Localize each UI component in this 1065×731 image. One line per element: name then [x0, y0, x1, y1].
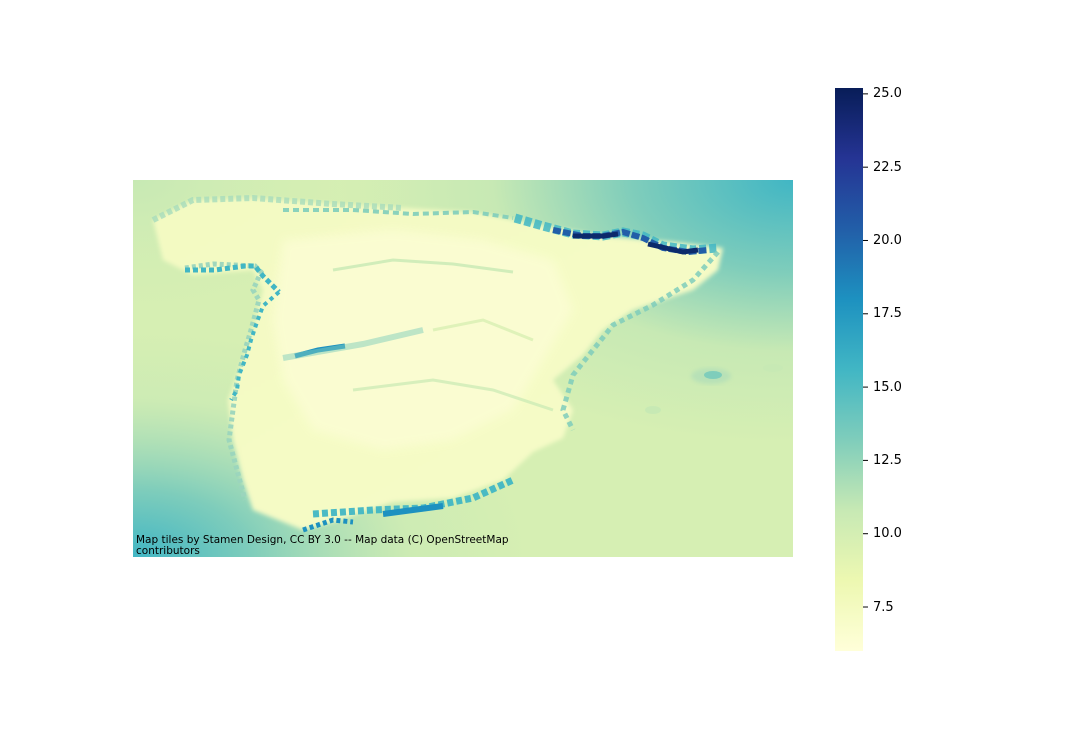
colorbar-tick-label: 17.5 — [873, 306, 902, 322]
colorbar-tick-label: 20.0 — [873, 232, 902, 248]
mallorca-core — [704, 371, 722, 379]
heatmap-raster — [133, 180, 793, 557]
colorbar-tick-label: 10.0 — [873, 526, 902, 542]
galicia-coast-band — [151, 194, 404, 223]
map-attribution: Map tiles by Stamen Design, CC BY 3.0 --… — [136, 534, 509, 557]
colorbar-tick-label: 22.5 — [873, 159, 902, 175]
map-panel[interactable]: Map tiles by Stamen Design, CC BY 3.0 --… — [133, 180, 793, 557]
interior-relief-south — [352, 378, 554, 412]
ibiza-island — [645, 406, 661, 414]
colorbar: 7.5 10.0 12.5 15.0 17.5 20.0 22.5 25.0 — [835, 87, 902, 651]
portugal-border-line — [229, 290, 281, 402]
cantabrian-coast-band — [283, 208, 514, 220]
pyrenees-peak — [573, 231, 699, 255]
colorbar-gradient — [835, 88, 863, 651]
sistema-central-halo — [282, 327, 424, 361]
colorbar-tick-label: 12.5 — [873, 452, 902, 468]
portugal-coast-band — [184, 261, 264, 501]
colorbar-svg — [835, 88, 868, 651]
interior-relief-east — [432, 318, 534, 342]
minho-border-line — [185, 263, 281, 294]
eastern-coast-band — [560, 250, 720, 432]
menorca-island — [763, 364, 783, 372]
colorbar-tick-label: 15.0 — [873, 379, 902, 395]
southern-coast-band — [302, 517, 354, 533]
sierra-nevada-peak — [382, 503, 444, 517]
colorbar-tick-label: 7.5 — [873, 599, 894, 615]
colorbar-ticks — [863, 93, 868, 608]
central-plateau — [273, 230, 573, 450]
colorbar-tick-label: 25.0 — [873, 86, 902, 102]
interior-relief-north — [332, 258, 514, 274]
